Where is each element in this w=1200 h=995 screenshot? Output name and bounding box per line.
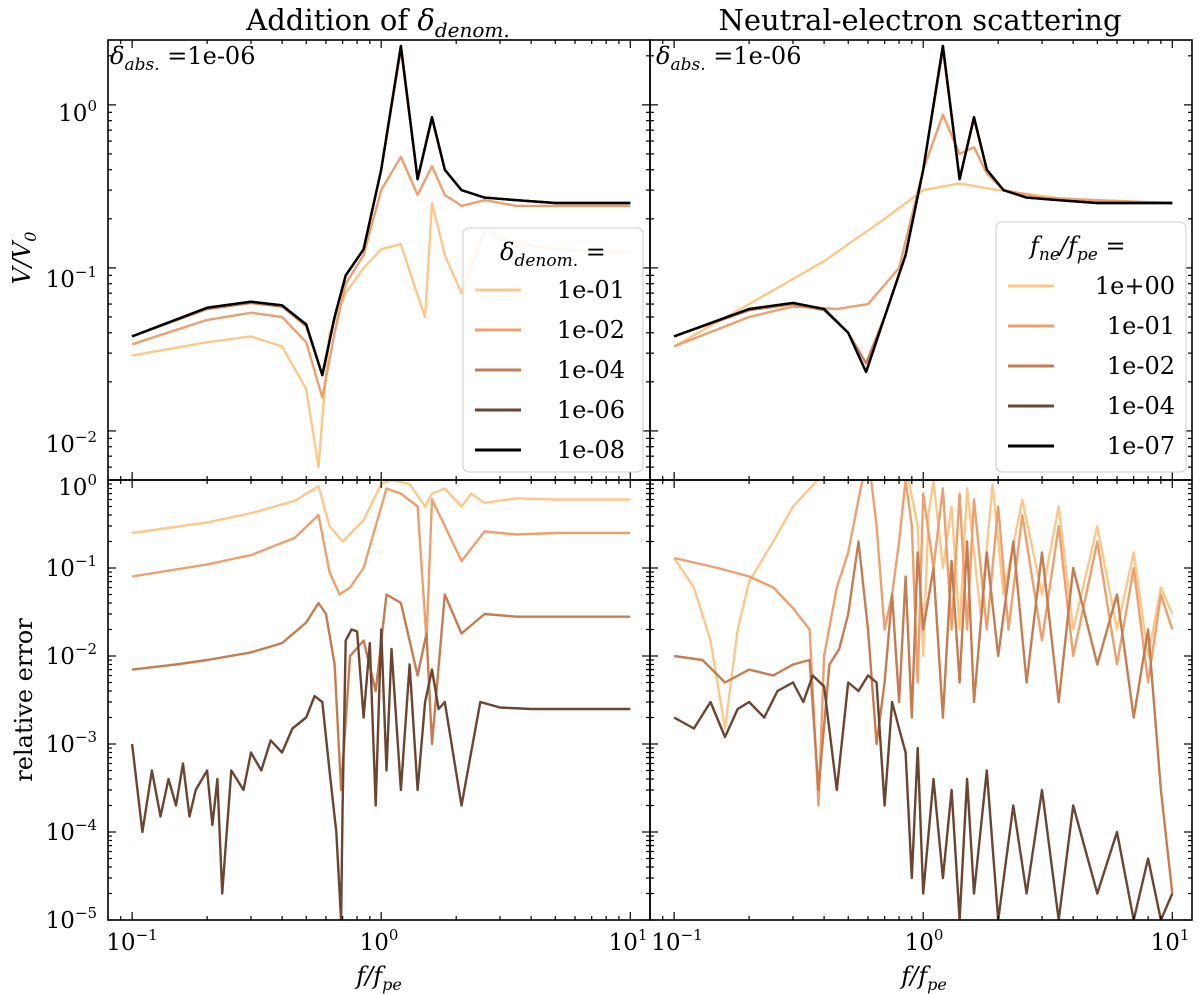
legend-label: 1e-08 <box>557 436 625 464</box>
series-bottom-left <box>130 480 631 920</box>
ytick-label: 10−4 <box>46 816 97 846</box>
xtick-label: 100 <box>360 926 399 956</box>
series-top-left <box>131 44 631 469</box>
legend-top-right: fne/fpe = 1e+00 1e-01 1e-02 1e-04 1e-07 <box>995 221 1187 473</box>
ytick-label: 10−2 <box>46 428 97 458</box>
axes-frame-bottom-right <box>649 479 1193 921</box>
legend-label: 1e-04 <box>1107 392 1175 420</box>
y-tick-labels-bottom: 10−5 10−4 10−3 10−2 10−1 100 <box>46 471 97 934</box>
xlabel-right: f/fpe <box>899 962 947 994</box>
legend-top-left: δdenom. = 1e-01 1e-02 1e-04 1e-06 1e-08 <box>462 227 644 473</box>
xlabel-left: f/fpe <box>354 962 402 994</box>
legend-label: 1e-04 <box>557 356 625 384</box>
legend-label: 1e-02 <box>557 316 625 344</box>
legend-label: 1e-06 <box>557 396 625 424</box>
legend-label: 1e-01 <box>1107 312 1175 340</box>
xtick-label: 100 <box>905 926 944 956</box>
xtick-label: 10−1 <box>106 926 157 956</box>
ytick-label: 100 <box>58 471 97 501</box>
x-tick-labels-right: 10−1 100 101 <box>651 926 1189 956</box>
ytick-label: 10−1 <box>46 552 97 582</box>
legend-items: 1e-01 1e-02 1e-04 1e-06 1e-08 <box>475 276 625 464</box>
legend-title: fne/fpe = <box>1028 232 1126 265</box>
legend-label: 1e-01 <box>557 276 625 304</box>
xtick-label: 101 <box>1151 926 1190 956</box>
series-bottom-right <box>673 480 1174 920</box>
series-line-1e-01 <box>131 480 631 543</box>
legend-label: 1e+00 <box>1095 272 1175 300</box>
series-line-1e-02 <box>131 155 631 399</box>
series-line-1e-02 <box>131 487 631 642</box>
ytick-label: 10−1 <box>46 263 97 293</box>
legend-title: δdenom. = <box>500 238 606 271</box>
legend-items: 1e+00 1e-01 1e-02 1e-04 1e-07 <box>1008 272 1175 460</box>
ylabel-top: V/V0 <box>8 232 40 285</box>
ytick-label: 10−3 <box>46 728 97 758</box>
series-top-right <box>673 44 1173 374</box>
ylabel-bottom: relative error <box>10 618 38 782</box>
series-line-1e-06 <box>130 628 631 920</box>
annotation-right: δabs. =1e-06 <box>656 42 801 75</box>
xtick-label: 10−1 <box>651 926 702 956</box>
title-right: Neutral-electron scattering <box>718 3 1121 37</box>
xtick-label: 101 <box>609 926 648 956</box>
y-tick-labels-top: 10−2 10−1 100 <box>46 97 97 458</box>
ytick-label: 10−2 <box>46 640 97 670</box>
legend-label: 1e-07 <box>1107 432 1175 460</box>
series-line-1e-02 <box>673 540 1174 894</box>
ytick-label: 10−5 <box>46 904 97 934</box>
series-line-1e-07 <box>673 44 1173 374</box>
series-line-1e-04 <box>673 674 1174 920</box>
ytick-label: 100 <box>58 97 97 127</box>
legend-label: 1e-02 <box>1107 352 1175 380</box>
series-line-1e-08 <box>131 44 631 377</box>
series-line-1e-04 <box>131 593 631 792</box>
title-left: Addition of δdenom. <box>245 3 509 42</box>
x-tick-labels-left: 10−1 100 101 <box>106 926 647 956</box>
annotation-left: δabs. =1e-06 <box>110 42 255 75</box>
